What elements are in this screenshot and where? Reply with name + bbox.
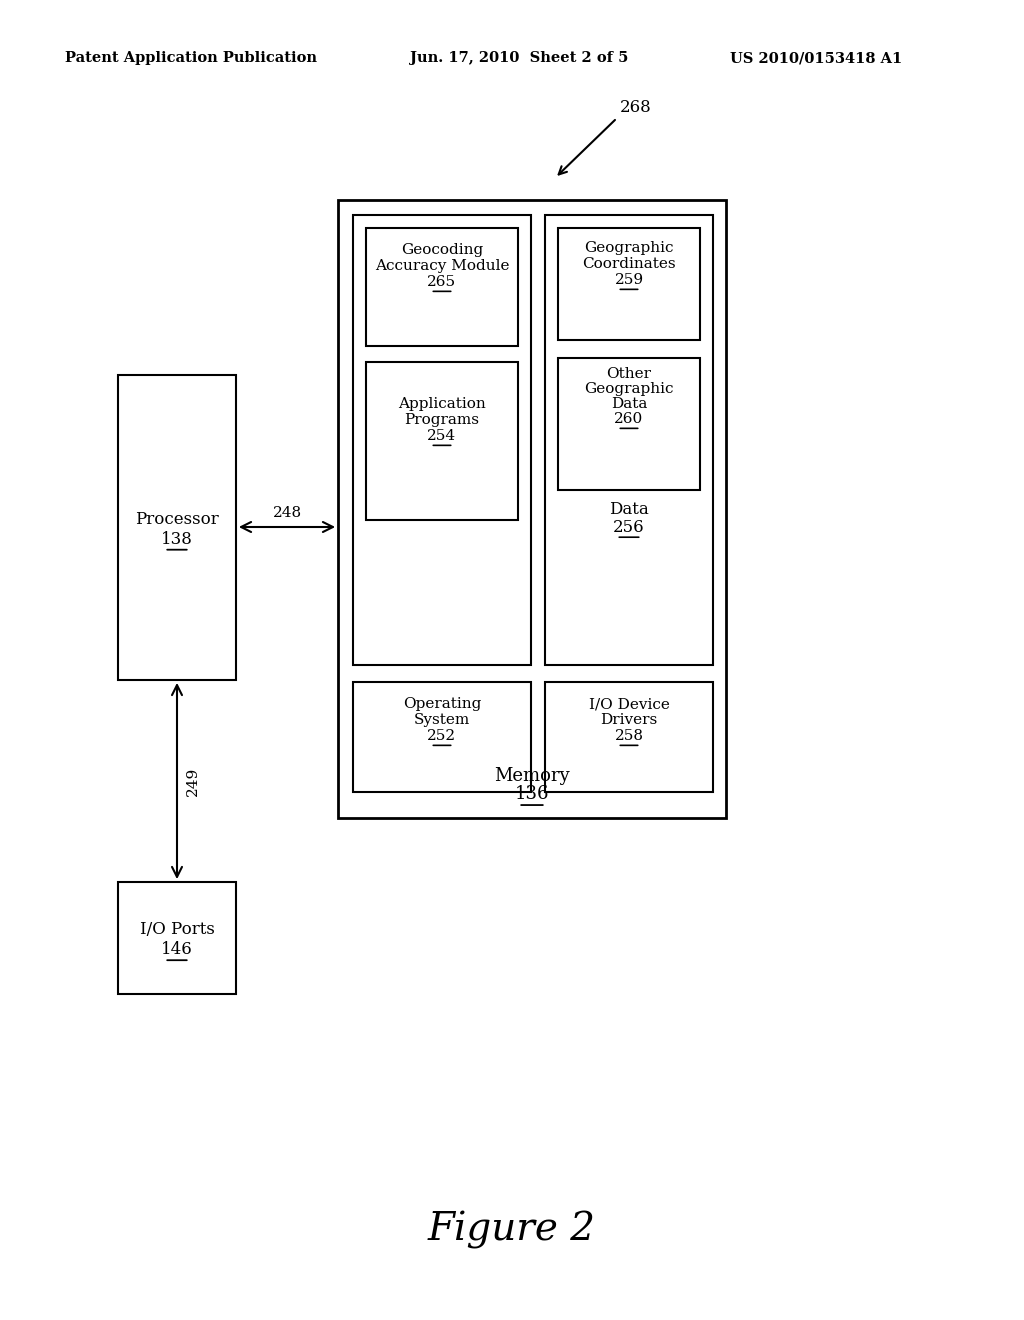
Text: 268: 268 <box>620 99 651 116</box>
Text: US 2010/0153418 A1: US 2010/0153418 A1 <box>730 51 902 65</box>
Text: 252: 252 <box>427 729 457 743</box>
Text: 146: 146 <box>161 941 193 958</box>
Text: I/O Device: I/O Device <box>589 697 670 711</box>
Bar <box>118 882 236 994</box>
Text: Memory: Memory <box>495 767 569 785</box>
Text: Application: Application <box>398 397 485 411</box>
Bar <box>545 215 713 665</box>
Text: 260: 260 <box>614 412 644 426</box>
Text: Data: Data <box>609 502 649 519</box>
Text: 249: 249 <box>186 767 200 796</box>
Text: Data: Data <box>610 397 647 411</box>
Text: Operating: Operating <box>402 697 481 711</box>
Text: Drivers: Drivers <box>600 713 657 727</box>
Bar <box>545 682 713 792</box>
Text: Accuracy Module: Accuracy Module <box>375 259 509 273</box>
Text: Geographic: Geographic <box>585 381 674 396</box>
Bar <box>366 228 518 346</box>
Text: Programs: Programs <box>404 413 479 426</box>
Text: 136: 136 <box>515 785 549 803</box>
Text: Processor: Processor <box>135 511 219 528</box>
Text: 254: 254 <box>427 429 457 444</box>
Bar <box>366 362 518 520</box>
Bar <box>118 375 236 680</box>
Text: Jun. 17, 2010  Sheet 2 of 5: Jun. 17, 2010 Sheet 2 of 5 <box>410 51 629 65</box>
Bar <box>353 215 531 665</box>
Text: Geocoding: Geocoding <box>400 243 483 257</box>
Bar <box>353 682 531 792</box>
Text: 138: 138 <box>161 531 193 548</box>
Bar <box>558 228 700 341</box>
Bar <box>558 358 700 490</box>
Text: Other: Other <box>606 367 651 381</box>
Text: 265: 265 <box>427 275 457 289</box>
Text: System: System <box>414 713 470 727</box>
Text: I/O Ports: I/O Ports <box>139 921 214 939</box>
Text: Patent Application Publication: Patent Application Publication <box>65 51 317 65</box>
Text: 256: 256 <box>613 519 645 536</box>
Bar <box>338 201 726 818</box>
Text: Figure 2: Figure 2 <box>428 1210 596 1249</box>
Text: Geographic: Geographic <box>585 242 674 255</box>
Text: 248: 248 <box>272 506 301 520</box>
Text: Coordinates: Coordinates <box>583 257 676 271</box>
Text: 258: 258 <box>614 729 643 743</box>
Text: 259: 259 <box>614 273 643 286</box>
